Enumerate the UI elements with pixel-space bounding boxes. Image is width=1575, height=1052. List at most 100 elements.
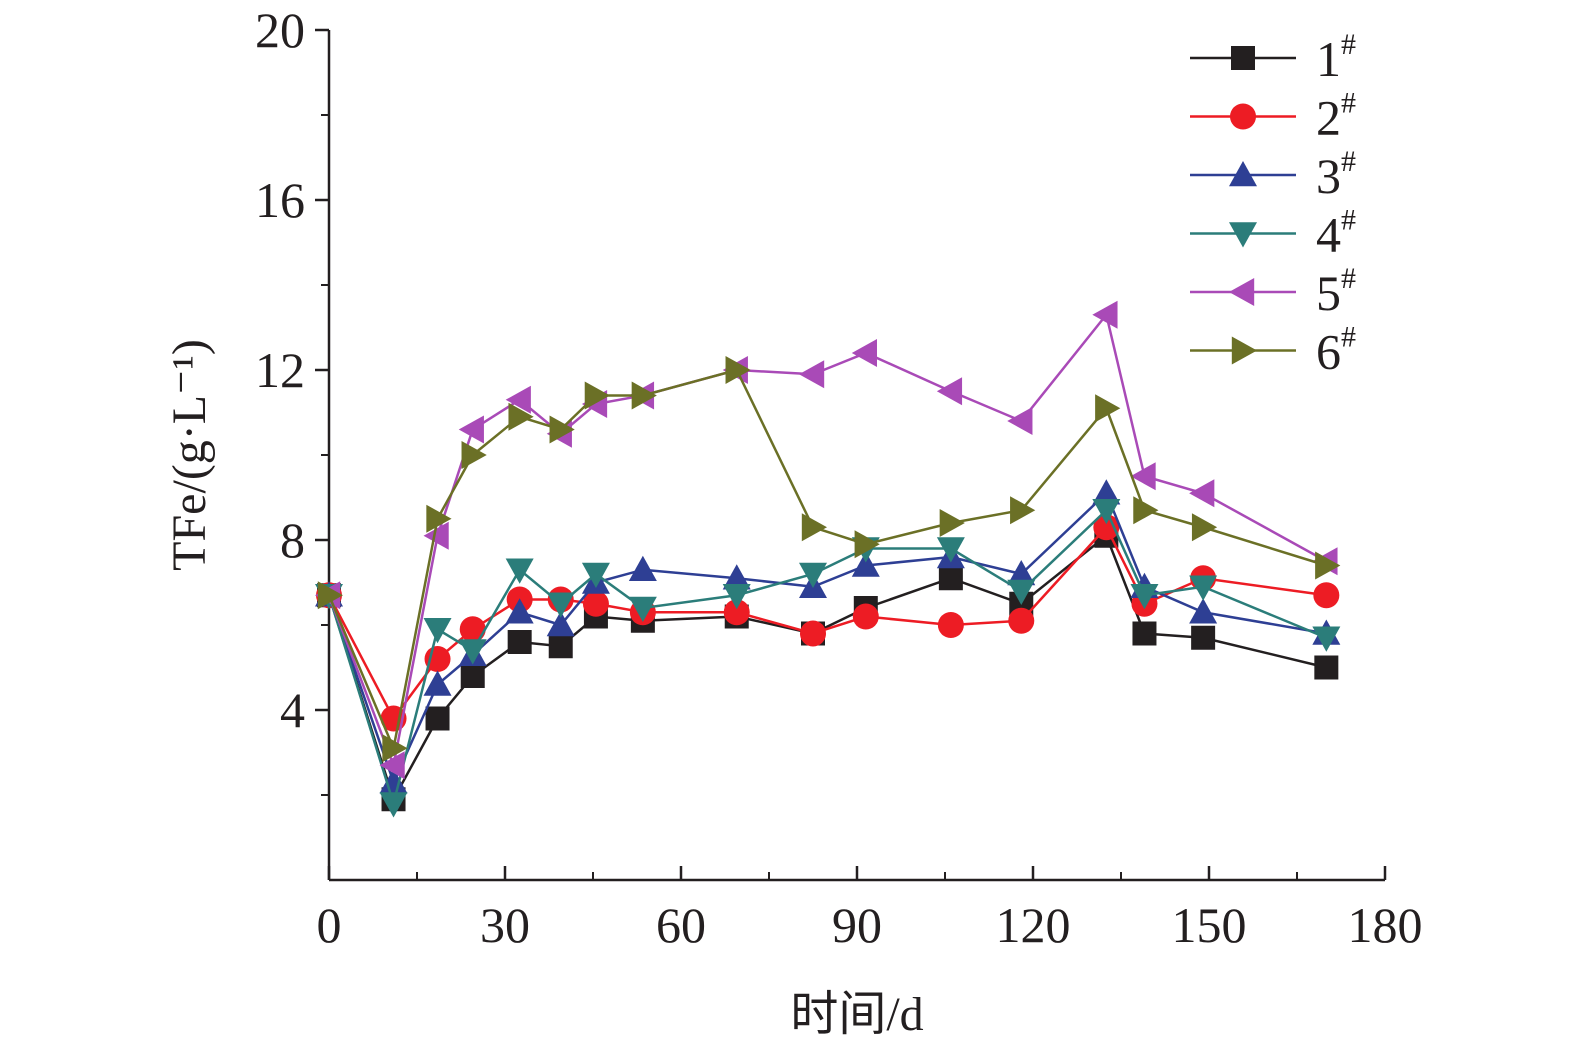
- data-point: [1191, 513, 1218, 542]
- data-point: [582, 590, 609, 617]
- legend-label: 2#: [1316, 87, 1356, 146]
- data-point: [505, 558, 534, 584]
- legend-marker: [1229, 222, 1257, 248]
- data-point: [505, 598, 534, 624]
- data-point: [1095, 394, 1121, 423]
- data-point: [546, 592, 575, 618]
- legend-marker: [1229, 161, 1257, 187]
- legend-marker: [1230, 103, 1256, 130]
- data-point: [379, 768, 408, 794]
- data-point: [938, 566, 963, 591]
- data-point: [1007, 407, 1033, 435]
- data-point: [1010, 496, 1036, 525]
- data-point: [936, 377, 963, 406]
- legend-item-3: 3#: [1190, 145, 1356, 204]
- data-point: [722, 584, 751, 610]
- x-tick-label: 180: [1348, 897, 1423, 953]
- data-point: [423, 670, 452, 696]
- data-point: [722, 564, 751, 590]
- x-tick-label: 0: [317, 897, 342, 953]
- legend-item-6: 6#: [1190, 321, 1356, 380]
- legend-item-4: 4#: [1190, 204, 1356, 263]
- series-layer: [315, 300, 1341, 818]
- data-point: [725, 356, 751, 384]
- data-point: [581, 562, 610, 588]
- series-2: [316, 514, 1340, 732]
- data-point: [939, 509, 965, 537]
- legend-label: 1#: [1316, 28, 1356, 87]
- data-point: [382, 734, 408, 763]
- data-point: [458, 639, 487, 665]
- series-line: [327, 311, 1327, 770]
- data-point: [1092, 300, 1118, 329]
- data-point: [1093, 514, 1120, 541]
- data-point: [851, 551, 880, 577]
- x-axis-label: 时间/d: [790, 988, 923, 1041]
- data-point: [423, 521, 449, 550]
- data-point: [459, 616, 486, 643]
- data-point: [423, 618, 452, 644]
- data-point: [1191, 625, 1216, 650]
- y-tick-label: 8: [280, 512, 305, 568]
- legend-label: 4#: [1316, 204, 1356, 263]
- data-point: [379, 792, 408, 818]
- data-point: [631, 381, 657, 410]
- legend: 1#2#3#4#5#6#: [1190, 28, 1356, 380]
- legend-label: 5#: [1316, 262, 1356, 321]
- x-tick-label: 30: [480, 897, 530, 953]
- data-point: [800, 620, 826, 647]
- data-point: [1092, 479, 1121, 505]
- data-point: [549, 415, 575, 444]
- data-point: [584, 381, 610, 410]
- series-6: [317, 356, 1341, 763]
- data-point: [505, 385, 531, 414]
- data-point: [1312, 626, 1341, 652]
- data-point: [1189, 598, 1218, 624]
- data-point: [548, 634, 573, 659]
- data-point: [628, 596, 657, 622]
- data-point: [461, 441, 487, 469]
- data-point: [1092, 499, 1121, 525]
- axes: 0 30 60 90 120 150 180 4 8 12 16 20: [255, 2, 1423, 953]
- data-point: [508, 402, 534, 431]
- data-point: [425, 706, 450, 731]
- data-point: [1189, 575, 1218, 601]
- data-point: [1132, 621, 1157, 646]
- data-point: [1008, 607, 1035, 634]
- data-point: [1130, 462, 1156, 491]
- legend-marker: [1229, 278, 1255, 306]
- data-point: [1007, 579, 1036, 605]
- data-point: [1315, 551, 1341, 580]
- legend-item-5: 5#: [1190, 262, 1356, 321]
- legend-label: 6#: [1316, 321, 1356, 380]
- data-point: [723, 599, 750, 626]
- series-5: [315, 300, 1338, 780]
- data-point: [799, 562, 827, 588]
- data-point: [1189, 479, 1215, 508]
- data-point: [1130, 584, 1159, 610]
- y-tick-label: 12: [255, 342, 305, 398]
- data-point: [546, 611, 575, 637]
- data-point: [852, 603, 879, 630]
- legend-item-2: 2#: [1190, 87, 1356, 146]
- x-tick-label: 60: [656, 897, 706, 953]
- data-point: [1007, 560, 1036, 586]
- data-point: [851, 339, 877, 367]
- legend-marker: [1231, 46, 1255, 70]
- data-point: [1133, 496, 1159, 525]
- y-tick-label: 20: [255, 2, 305, 58]
- data-point: [460, 664, 485, 688]
- data-point: [799, 360, 825, 389]
- legend-label: 3#: [1316, 145, 1356, 204]
- data-point: [801, 513, 827, 542]
- x-tick-label: 150: [1172, 897, 1247, 953]
- data-point: [317, 581, 343, 610]
- data-point: [458, 415, 484, 444]
- legend-item-1: 1#: [1190, 28, 1356, 87]
- y-axis-label: TFe/(g·L⁻¹): [163, 339, 216, 571]
- data-point: [628, 555, 657, 581]
- data-point: [1314, 655, 1339, 680]
- data-point: [426, 504, 452, 533]
- data-point: [507, 630, 532, 654]
